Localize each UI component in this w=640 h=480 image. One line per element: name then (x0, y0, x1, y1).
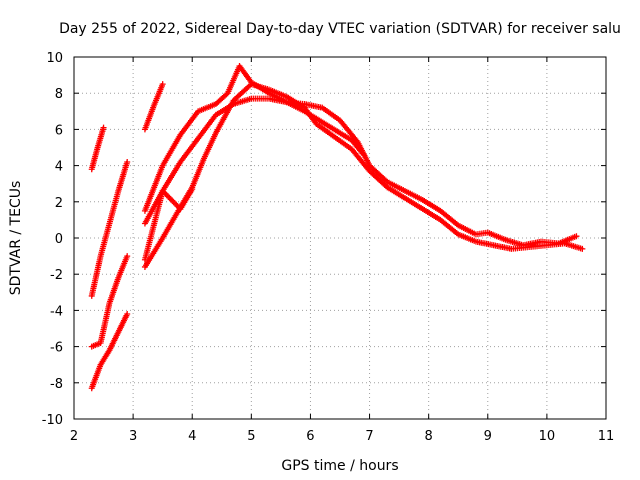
x-tick-label: 7 (365, 429, 373, 444)
chart-title: Day 255 of 2022, Sidereal Day-to-day VTE… (59, 21, 621, 37)
x-tick-label: 3 (129, 429, 137, 444)
y-axis-label: SDTVAR / TECUs (8, 181, 24, 296)
y-tick-label: -2 (50, 268, 63, 283)
data-point (124, 158, 131, 165)
y-tick-label: -10 (42, 413, 63, 428)
series-arc-d (88, 311, 131, 392)
data-point (124, 311, 131, 318)
data-layer (88, 63, 586, 392)
series-arc-c (88, 253, 131, 350)
x-tick-label: 10 (539, 429, 556, 444)
tick-layer: 2 3 4 5 6 7 8 9 10 11 -10 -8 -6 -4 -2 0 2 4 6 8 10 (42, 51, 615, 444)
y-tick-label: 8 (55, 87, 63, 102)
x-tick-label: 4 (188, 429, 196, 444)
data-point (223, 91, 230, 98)
x-tick-label: 5 (247, 429, 255, 444)
data-point (100, 124, 107, 131)
y-tick-label: 2 (55, 196, 63, 211)
x-tick-label: 2 (70, 429, 78, 444)
series-arc-a (88, 124, 107, 173)
y-tick-label: -6 (50, 341, 63, 356)
x-tick-label: 11 (598, 429, 615, 444)
series-arc-b (88, 158, 131, 299)
y-tick-label: 4 (55, 160, 63, 175)
x-axis-label: GPS time / hours (281, 458, 398, 474)
data-point (159, 81, 166, 88)
data-point (573, 233, 580, 240)
data-point (579, 245, 586, 252)
y-tick-label: -4 (50, 304, 63, 319)
series-arc-g (141, 95, 580, 263)
x-tick-label: 8 (425, 429, 433, 444)
series-arc-i (141, 186, 196, 227)
y-tick-label: 6 (55, 123, 63, 138)
y-tick-label: 0 (55, 232, 63, 247)
x-tick-label: 6 (306, 429, 314, 444)
x-tick-label: 9 (484, 429, 492, 444)
plot-frame (73, 56, 607, 420)
y-tick-label: -8 (50, 377, 63, 392)
series-arc-f (141, 63, 367, 214)
y-tick-label: 10 (46, 51, 63, 66)
data-point (124, 253, 131, 260)
series-arc-e (141, 81, 166, 133)
data-point (189, 186, 196, 193)
